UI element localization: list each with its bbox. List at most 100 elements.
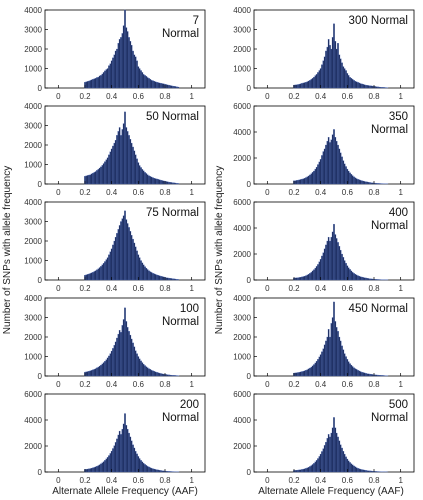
histogram-bar — [379, 183, 382, 185]
histogram-bar — [334, 427, 337, 473]
histogram-bar — [134, 350, 137, 377]
histogram-bar — [145, 173, 148, 185]
histogram-bar — [173, 278, 176, 281]
histogram-bar — [168, 471, 170, 473]
histogram-bar — [337, 242, 339, 281]
histogram-bar — [137, 66, 140, 89]
histogram-bar — [132, 238, 134, 281]
histogram-bar — [330, 236, 333, 281]
histogram-bar — [112, 348, 114, 377]
histogram-bar — [374, 86, 377, 89]
histogram-bar — [338, 148, 341, 185]
histogram-bar — [97, 366, 100, 377]
histogram-bar — [110, 148, 113, 185]
histogram-bar — [118, 39, 121, 89]
histogram-bar — [152, 370, 154, 377]
histogram-bar — [365, 181, 367, 185]
histogram-bar — [314, 168, 317, 185]
histogram-bar — [150, 370, 153, 377]
histogram-bar — [321, 351, 323, 377]
histogram-bar — [299, 83, 302, 89]
histogram-bar — [297, 277, 299, 281]
histogram-bar — [311, 365, 314, 377]
histogram-bar — [100, 166, 102, 185]
y-tick-label: 3000 — [233, 26, 251, 35]
histogram-bar — [349, 77, 351, 89]
histogram-bar — [343, 163, 346, 185]
histogram-bar — [109, 353, 112, 377]
y-tick-label: 3000 — [24, 26, 42, 35]
histogram-bar — [158, 372, 161, 377]
histogram-bar — [157, 372, 160, 377]
histogram-bar — [326, 46, 329, 89]
histogram-bar — [117, 229, 120, 281]
histogram-bar — [92, 467, 94, 473]
histogram-bar — [120, 135, 122, 185]
histogram-bar — [334, 321, 337, 377]
histogram-bar — [371, 374, 374, 377]
histogram-bar — [378, 374, 381, 377]
histogram-bar — [377, 279, 379, 281]
histogram-bar — [369, 373, 371, 377]
panel-title: Normal — [162, 412, 199, 424]
histogram-bar — [116, 337, 118, 377]
histogram-bar — [367, 373, 370, 377]
histogram-bar — [358, 275, 361, 281]
histogram-bar — [359, 276, 362, 281]
histogram-bar — [128, 135, 130, 185]
histogram-bar — [361, 83, 363, 89]
x-tick-label: 0.6 — [133, 476, 145, 485]
histogram-bar — [323, 56, 326, 89]
x-tick-label: 0 — [56, 284, 61, 293]
histogram-bar — [113, 445, 116, 473]
histogram-bar — [142, 170, 145, 185]
histogram-bar — [166, 277, 169, 281]
histogram-bar — [110, 60, 113, 89]
panel-title: 7 — [193, 15, 199, 27]
histogram-bar — [149, 369, 152, 377]
x-tick-label: 0.6 — [342, 188, 354, 197]
histogram-bar — [331, 427, 334, 473]
histogram-bar — [94, 368, 97, 377]
histogram-bar — [149, 79, 152, 89]
histogram-bar — [342, 66, 345, 89]
histogram-bar — [110, 450, 113, 473]
histogram-bar — [326, 140, 329, 185]
histogram-bar — [105, 458, 108, 473]
histogram-bar — [124, 413, 126, 473]
histogram-bar — [141, 72, 144, 89]
histogram-bar — [140, 70, 142, 89]
histogram-bar — [160, 470, 162, 473]
histogram-bar — [317, 164, 319, 185]
histogram-bar — [359, 180, 362, 185]
histogram-bar — [295, 470, 298, 473]
histogram-bar — [172, 278, 174, 281]
panel-title: Normal — [371, 220, 408, 232]
histogram-bar — [345, 166, 347, 185]
histogram-bar — [317, 264, 319, 281]
histogram-bar — [327, 137, 330, 185]
histogram-bar — [104, 460, 106, 473]
histogram-bar — [141, 461, 144, 473]
histogram-bar — [121, 218, 124, 281]
histogram-bar — [140, 460, 142, 473]
histogram-bar — [355, 178, 358, 185]
histogram-bar — [306, 274, 309, 281]
histogram-bar — [366, 181, 369, 185]
histogram-bar — [306, 369, 309, 377]
histogram-bar — [97, 76, 100, 89]
histogram-bar — [105, 69, 108, 89]
histogram-bar — [363, 469, 366, 473]
histogram-bar — [134, 451, 137, 473]
histogram-bar — [177, 183, 180, 185]
histogram-bar — [88, 174, 90, 185]
x-tick-label: 0.4 — [106, 92, 118, 101]
histogram-bar — [102, 163, 105, 185]
histogram-bar — [176, 183, 178, 185]
y-tick-label: 1000 — [233, 353, 251, 362]
y-tick-label: 4000 — [24, 294, 42, 303]
histogram-bar — [354, 177, 357, 185]
